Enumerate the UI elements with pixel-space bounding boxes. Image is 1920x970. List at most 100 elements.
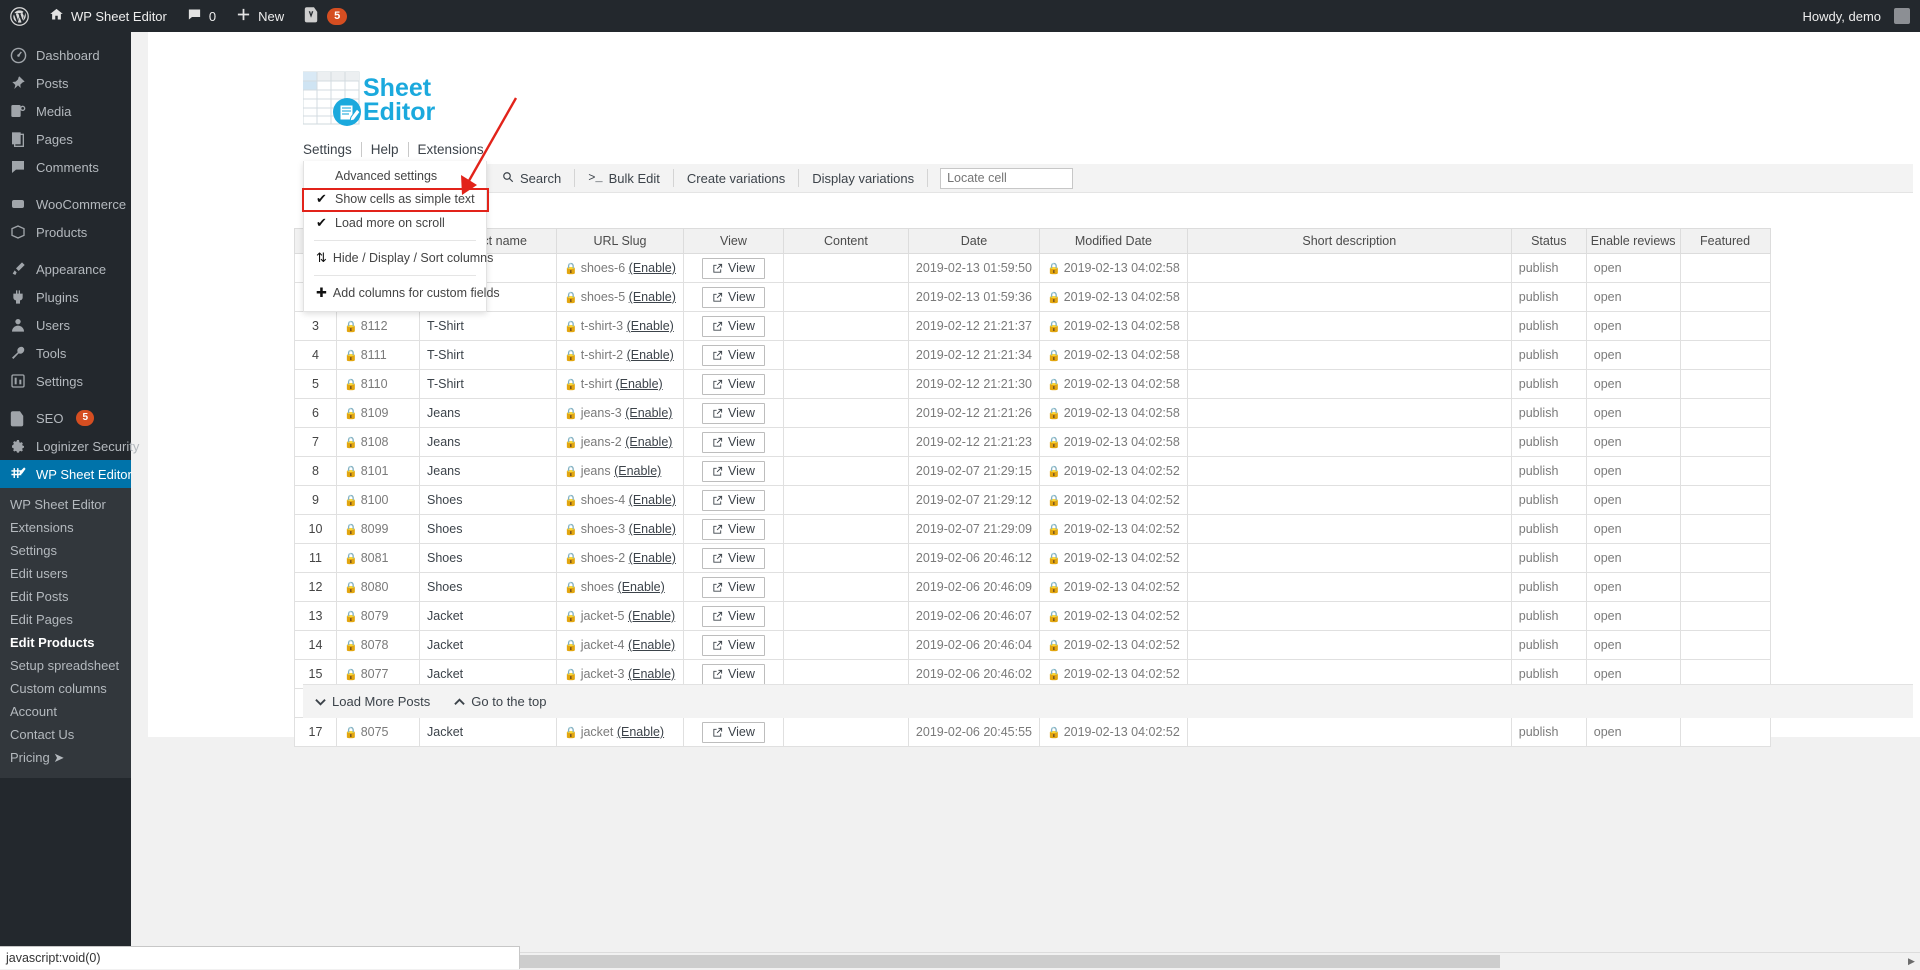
cell-product-name[interactable]: T-Shirt — [420, 370, 557, 399]
cell-content[interactable] — [783, 573, 908, 602]
cell-date[interactable]: 2019-02-07 21:29:15 — [908, 457, 1039, 486]
cell-product-name[interactable]: Shoes — [420, 544, 557, 573]
cell-modified-date[interactable]: 🔒2019-02-13 04:02:52 — [1040, 718, 1188, 747]
column-header-url-slug[interactable]: URL Slug — [557, 229, 684, 254]
cell-modified-date[interactable]: 🔒2019-02-13 04:02:58 — [1040, 428, 1188, 457]
cell-content[interactable] — [783, 631, 908, 660]
enable-link[interactable]: (Enable) — [628, 638, 675, 652]
cell-short-description[interactable] — [1187, 486, 1511, 515]
cell-view[interactable]: View — [683, 341, 783, 370]
cell-short-description[interactable] — [1187, 718, 1511, 747]
cell-modified-date[interactable]: 🔒2019-02-13 04:02:58 — [1040, 283, 1188, 312]
cell-short-description[interactable] — [1187, 544, 1511, 573]
sidebar-item-appearance[interactable]: Appearance — [0, 255, 131, 283]
table-row[interactable]: 1🔒8114Shoes🔒shoes-6 (Enable)View2019-02-… — [295, 254, 1771, 283]
locate-cell-input[interactable] — [940, 168, 1073, 189]
column-header-short-description[interactable]: Short description — [1187, 229, 1511, 254]
scroll-right-arrow[interactable]: ▶ — [1903, 953, 1920, 970]
submenu-item-edit-posts[interactable]: Edit Posts — [0, 585, 131, 608]
cell-id[interactable]: 🔒8110 — [337, 370, 420, 399]
cell-short-description[interactable] — [1187, 283, 1511, 312]
cell-short-description[interactable] — [1187, 312, 1511, 341]
cell-date[interactable]: 2019-02-12 21:21:37 — [908, 312, 1039, 341]
cell-date[interactable]: 2019-02-12 21:21:34 — [908, 341, 1039, 370]
cell-modified-date[interactable]: 🔒2019-02-13 04:02:52 — [1040, 544, 1188, 573]
cell-id[interactable]: 🔒8080 — [337, 573, 420, 602]
cell-modified-date[interactable]: 🔒2019-02-13 04:02:52 — [1040, 486, 1188, 515]
cell-id[interactable]: 🔒8099 — [337, 515, 420, 544]
enable-link[interactable]: (Enable) — [617, 725, 664, 739]
cell-url-slug[interactable]: 🔒shoes-5 (Enable) — [557, 283, 684, 312]
cell-modified-date[interactable]: 🔒2019-02-13 04:02:58 — [1040, 399, 1188, 428]
cell-date[interactable]: 2019-02-07 21:29:12 — [908, 486, 1039, 515]
sidebar-item-plugins[interactable]: Plugins — [0, 283, 131, 311]
cell-status[interactable]: publish — [1511, 370, 1586, 399]
cell-date[interactable]: 2019-02-06 20:46:07 — [908, 602, 1039, 631]
cell-product-name[interactable]: T-Shirt — [420, 341, 557, 370]
cell-product-name[interactable]: Jacket — [420, 631, 557, 660]
sidebar-item-dashboard[interactable]: Dashboard — [0, 41, 131, 69]
view-button[interactable]: View — [702, 461, 765, 482]
submenu-item-edit-users[interactable]: Edit users — [0, 562, 131, 585]
cell-status[interactable]: publish — [1511, 428, 1586, 457]
cell-short-description[interactable] — [1187, 341, 1511, 370]
comments-button[interactable]: 0 — [177, 0, 226, 32]
sidebar-item-settings[interactable]: Settings — [0, 367, 131, 395]
view-button[interactable]: View — [702, 577, 765, 598]
cell-view[interactable]: View — [683, 312, 783, 341]
enable-link[interactable]: (Enable) — [625, 435, 672, 449]
submenu-item-edit-products[interactable]: Edit Products — [0, 631, 131, 654]
sidebar-item-users[interactable]: Users — [0, 311, 131, 339]
sidebar-item-woocommerce[interactable]: WooCommerce — [0, 190, 131, 218]
cell-view[interactable]: View — [683, 544, 783, 573]
enable-link[interactable]: (Enable) — [618, 580, 665, 594]
cell-modified-date[interactable]: 🔒2019-02-13 04:02:58 — [1040, 341, 1188, 370]
column-header-modified-date[interactable]: Modified Date — [1040, 229, 1188, 254]
cell-status[interactable]: publish — [1511, 457, 1586, 486]
cell-featured[interactable] — [1680, 718, 1770, 747]
cell-modified-date[interactable]: 🔒2019-02-13 04:02:58 — [1040, 370, 1188, 399]
cell-featured[interactable] — [1680, 283, 1770, 312]
cell-date[interactable]: 2019-02-12 21:21:23 — [908, 428, 1039, 457]
cell-view[interactable]: View — [683, 631, 783, 660]
cell-enable-reviews[interactable]: open — [1586, 399, 1680, 428]
cell-url-slug[interactable]: 🔒jeans-3 (Enable) — [557, 399, 684, 428]
site-name-button[interactable]: WP Sheet Editor — [39, 0, 177, 32]
cell-short-description[interactable] — [1187, 428, 1511, 457]
cell-featured[interactable] — [1680, 573, 1770, 602]
cell-featured[interactable] — [1680, 631, 1770, 660]
view-button[interactable]: View — [702, 258, 765, 279]
cell-date[interactable]: 2019-02-13 01:59:36 — [908, 283, 1039, 312]
dropdown-item-load-more-on-scroll[interactable]: ✔Load more on scroll — [304, 211, 486, 235]
cell-enable-reviews[interactable]: open — [1586, 254, 1680, 283]
cell-enable-reviews[interactable]: open — [1586, 370, 1680, 399]
cell-enable-reviews[interactable]: open — [1586, 486, 1680, 515]
submenu-item-account[interactable]: Account — [0, 700, 131, 723]
cell-id[interactable]: 🔒8075 — [337, 718, 420, 747]
cell-date[interactable]: 2019-02-12 21:21:26 — [908, 399, 1039, 428]
column-header-featured[interactable]: Featured — [1680, 229, 1770, 254]
enable-link[interactable]: (Enable) — [629, 522, 676, 536]
cell-id[interactable]: 🔒8108 — [337, 428, 420, 457]
cell-modified-date[interactable]: 🔒2019-02-13 04:02:58 — [1040, 312, 1188, 341]
cell-status[interactable]: publish — [1511, 312, 1586, 341]
view-button[interactable]: View — [702, 635, 765, 656]
cell-view[interactable]: View — [683, 486, 783, 515]
cell-content[interactable] — [783, 515, 908, 544]
column-header-enable-reviews[interactable]: Enable reviews — [1586, 229, 1680, 254]
cell-short-description[interactable] — [1187, 631, 1511, 660]
cell-featured[interactable] — [1680, 486, 1770, 515]
cell-url-slug[interactable]: 🔒jeans-2 (Enable) — [557, 428, 684, 457]
cell-url-slug[interactable]: 🔒t-shirt (Enable) — [557, 370, 684, 399]
cell-enable-reviews[interactable]: open — [1586, 573, 1680, 602]
cell-featured[interactable] — [1680, 544, 1770, 573]
sidebar-item-tools[interactable]: Tools — [0, 339, 131, 367]
cell-status[interactable]: publish — [1511, 399, 1586, 428]
